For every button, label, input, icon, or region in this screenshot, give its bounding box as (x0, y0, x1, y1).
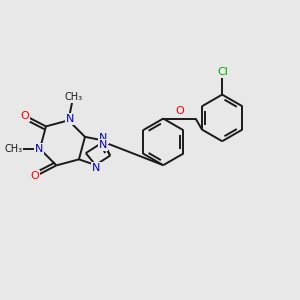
Text: O: O (20, 111, 28, 121)
Text: N: N (34, 144, 43, 154)
Text: N: N (92, 163, 101, 172)
Text: N: N (99, 140, 107, 150)
Text: Cl: Cl (218, 67, 228, 77)
Text: O: O (30, 171, 39, 181)
Text: N: N (66, 114, 74, 124)
Text: CH₃: CH₃ (65, 92, 83, 102)
Text: N: N (99, 133, 108, 143)
Text: O: O (176, 106, 184, 116)
Text: CH₃: CH₃ (4, 144, 22, 154)
